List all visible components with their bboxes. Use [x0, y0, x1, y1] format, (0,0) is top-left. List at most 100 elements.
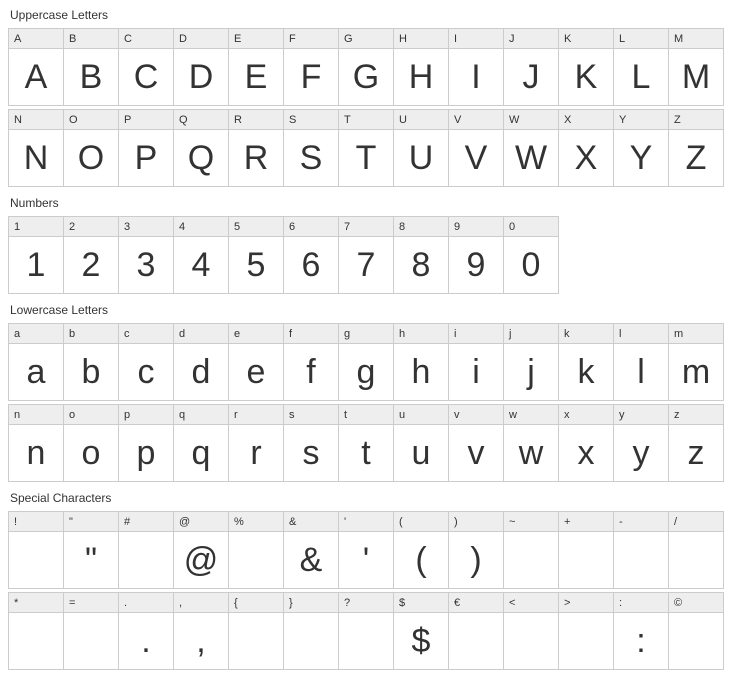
section-title: Numbers	[10, 196, 740, 210]
glyph-cell: mm	[668, 323, 724, 401]
glyph-grid: 11223344556677889900	[8, 216, 740, 293]
glyph-label: w	[504, 405, 558, 425]
glyph-cell: 99	[448, 216, 504, 294]
glyph-preview: k	[559, 344, 613, 400]
glyph-cell: ll	[613, 323, 669, 401]
glyph-cell: ,,	[173, 592, 229, 670]
glyph-label: K	[559, 29, 613, 49]
glyph-cell: HH	[393, 28, 449, 106]
glyph-preview: y	[614, 425, 668, 481]
glyph-preview	[559, 613, 613, 669]
glyph-label: B	[64, 29, 118, 49]
glyph-label: y	[614, 405, 668, 425]
glyph-preview: ,	[174, 613, 228, 669]
glyph-label: '	[339, 512, 393, 532]
glyph-cell: CC	[118, 28, 174, 106]
glyph-label: i	[449, 324, 503, 344]
glyph-cell: nn	[8, 404, 64, 482]
glyph-cell: {	[228, 592, 284, 670]
glyph-label: !	[9, 512, 63, 532]
glyph-cell: OO	[63, 109, 119, 187]
glyph-label: g	[339, 324, 393, 344]
glyph-label: p	[119, 405, 173, 425]
glyph-label: j	[504, 324, 558, 344]
glyph-cell: ?	[338, 592, 394, 670]
glyph-preview: H	[394, 49, 448, 105]
glyph-preview	[229, 613, 283, 669]
glyph-preview: V	[449, 130, 503, 186]
glyph-preview: m	[669, 344, 723, 400]
glyph-label: <	[504, 593, 558, 613]
glyph-cell: -	[613, 511, 669, 589]
glyph-cell: XX	[558, 109, 614, 187]
glyph-preview: M	[669, 49, 723, 105]
glyph-preview: X	[559, 130, 613, 186]
glyph-preview: 2	[64, 237, 118, 293]
glyph-label: Y	[614, 110, 668, 130]
glyph-cell: €	[448, 592, 504, 670]
glyph-label: G	[339, 29, 393, 49]
glyph-preview: W	[504, 130, 558, 186]
glyph-label: Z	[669, 110, 723, 130]
glyph-label: }	[284, 593, 338, 613]
glyph-cell: AA	[8, 28, 64, 106]
glyph-preview: 7	[339, 237, 393, 293]
glyph-preview	[669, 532, 723, 588]
glyph-cell: jj	[503, 323, 559, 401]
section-title: Uppercase Letters	[10, 8, 740, 22]
glyph-preview: f	[284, 344, 338, 400]
glyph-preview: Z	[669, 130, 723, 186]
section-title: Lowercase Letters	[10, 303, 740, 317]
glyph-label: m	[669, 324, 723, 344]
glyph-label: I	[449, 29, 503, 49]
glyph-cell: WW	[503, 109, 559, 187]
glyph-preview	[9, 613, 63, 669]
glyph-label: 1	[9, 217, 63, 237]
glyph-cell: RR	[228, 109, 284, 187]
section-title: Special Characters	[10, 491, 740, 505]
glyph-preview	[504, 613, 558, 669]
glyph-cell: kk	[558, 323, 614, 401]
glyph-cell: NN	[8, 109, 64, 187]
glyph-cell: ss	[283, 404, 339, 482]
glyph-cell: ©	[668, 592, 724, 670]
glyph-preview: B	[64, 49, 118, 105]
glyph-label: f	[284, 324, 338, 344]
glyph-preview: j	[504, 344, 558, 400]
glyph-preview: @	[174, 532, 228, 588]
glyph-label: W	[504, 110, 558, 130]
glyph-preview: Q	[174, 130, 228, 186]
glyph-label: %	[229, 512, 283, 532]
glyph-cell: ))	[448, 511, 504, 589]
glyph-cell: >	[558, 592, 614, 670]
glyph-label: q	[174, 405, 228, 425]
glyph-cell: EE	[228, 28, 284, 106]
glyph-preview: r	[229, 425, 283, 481]
glyph-preview: 9	[449, 237, 503, 293]
glyph-label: 4	[174, 217, 228, 237]
glyph-cell: #	[118, 511, 174, 589]
glyph-label: H	[394, 29, 448, 49]
glyph-preview: b	[64, 344, 118, 400]
glyph-cell: ZZ	[668, 109, 724, 187]
glyph-label: 2	[64, 217, 118, 237]
glyph-label: C	[119, 29, 173, 49]
glyph-label: U	[394, 110, 448, 130]
glyph-label: P	[119, 110, 173, 130]
glyph-preview	[614, 532, 668, 588]
glyph-label: 0	[504, 217, 558, 237]
glyph-label: e	[229, 324, 283, 344]
glyph-grid: AABBCCDDEEFFGGHHIIJJKKLLMMNNOOPPQQRRSSTT…	[8, 28, 740, 186]
glyph-label: k	[559, 324, 613, 344]
glyph-cell: &&	[283, 511, 339, 589]
glyph-preview: R	[229, 130, 283, 186]
glyph-preview	[284, 613, 338, 669]
glyph-label: E	[229, 29, 283, 49]
glyph-preview: n	[9, 425, 63, 481]
glyph-label: ,	[174, 593, 228, 613]
glyph-preview: T	[339, 130, 393, 186]
glyph-preview: g	[339, 344, 393, 400]
glyph-preview: E	[229, 49, 283, 105]
glyph-preview: G	[339, 49, 393, 105]
glyph-label: O	[64, 110, 118, 130]
